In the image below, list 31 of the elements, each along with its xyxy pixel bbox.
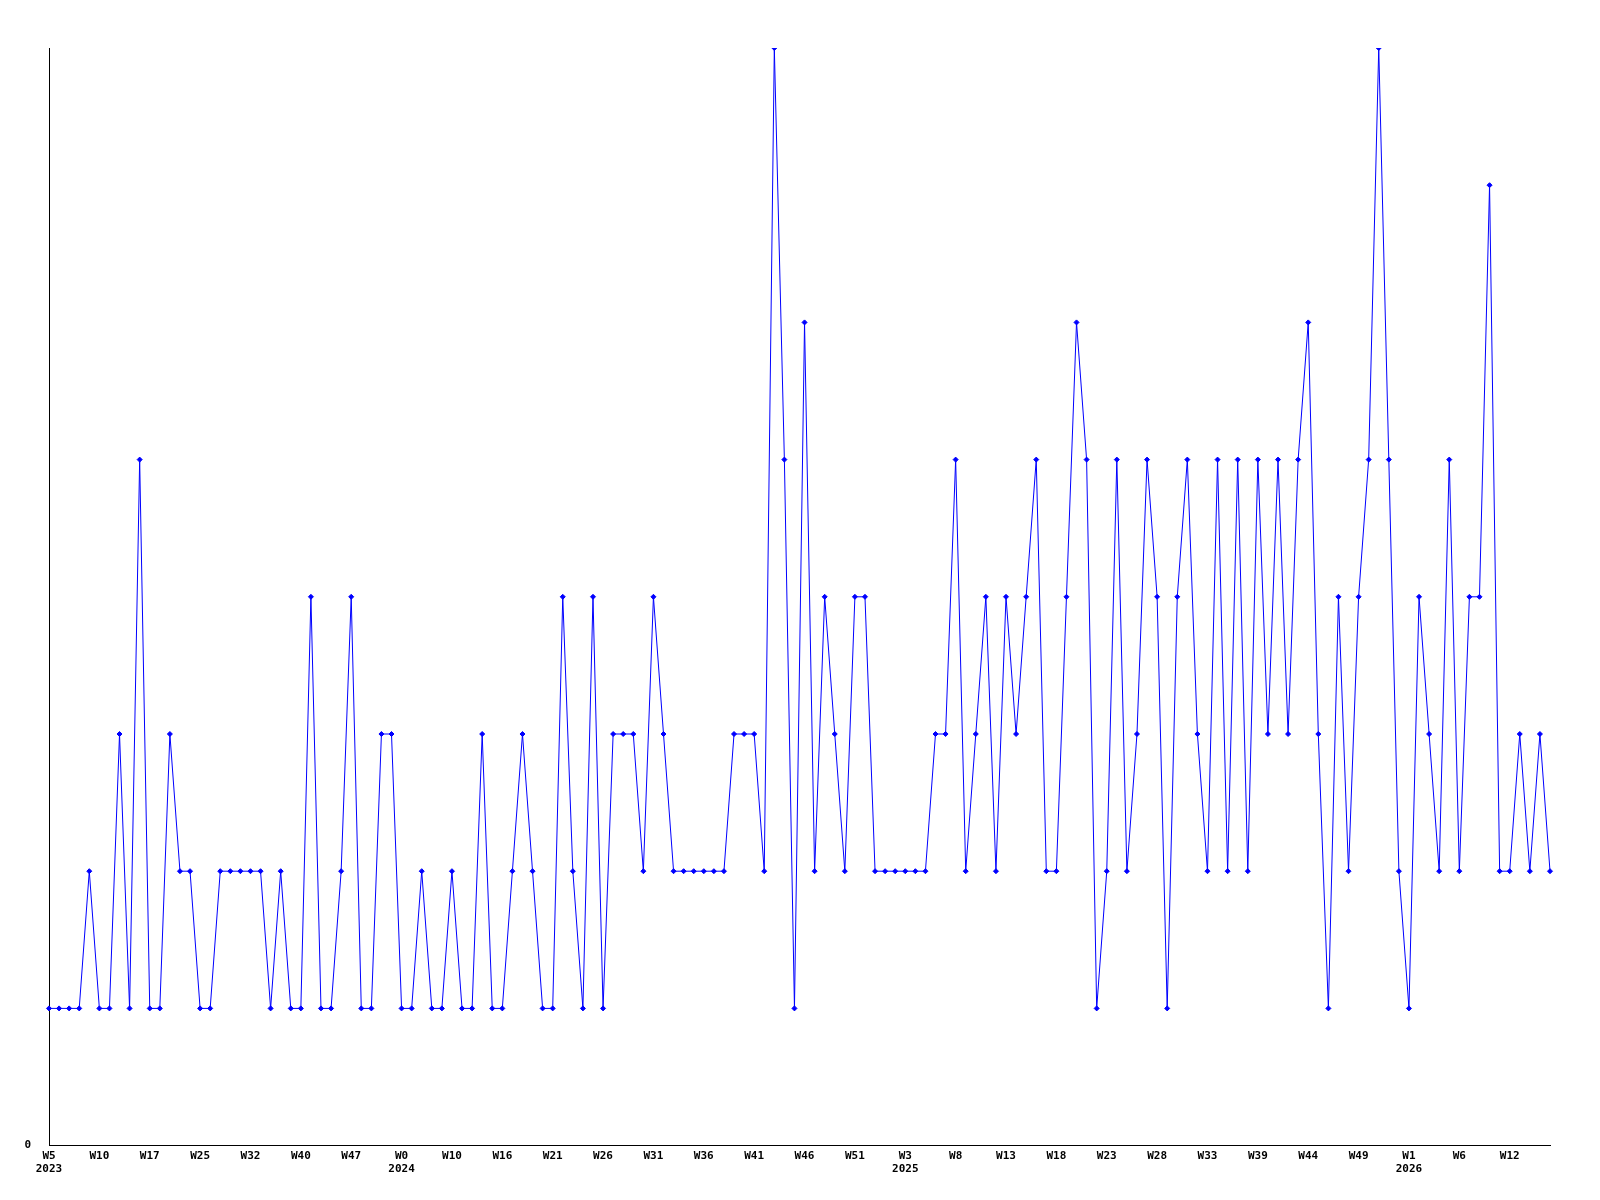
x-tick-label: W6	[1452, 1149, 1467, 1163]
x-tick-label: W10	[442, 1149, 462, 1163]
x-tick-label: W28	[1147, 1149, 1168, 1163]
x-tick-label: W31	[643, 1149, 664, 1163]
x-tick-label: W32	[240, 1149, 261, 1163]
x-tick-label: W13	[996, 1149, 1016, 1163]
x-tick-label: W36	[693, 1149, 715, 1163]
x-tick-label: W46	[794, 1149, 815, 1163]
x-tick-label: W25	[190, 1149, 211, 1163]
x-tick-label: W40	[290, 1149, 311, 1163]
text: 0	[24, 1138, 31, 1152]
x-tick-label: W3 2025	[892, 1149, 919, 1176]
x-tick-label: W5 2023	[35, 1149, 63, 1176]
x-tick-label: W1 2026	[1395, 1149, 1423, 1176]
x-tick-label: W21	[542, 1149, 563, 1163]
x-tick-label: W33	[1197, 1149, 1218, 1163]
x-tick-label: W12	[1499, 1149, 1520, 1163]
x-tick-label: W49	[1348, 1149, 1369, 1163]
x-tick-label: W10	[89, 1149, 110, 1163]
x-tick-label: W39	[1247, 1149, 1268, 1163]
x-tick-label: W47	[341, 1149, 362, 1163]
x-tick-label: W0 2024	[388, 1149, 416, 1176]
x-tick-label: W17	[139, 1149, 160, 1163]
x-tick-label: W44	[1298, 1149, 1319, 1163]
x-tick-label: W51	[844, 1149, 866, 1163]
x-tick-label: W8	[949, 1149, 963, 1163]
x-tick-label: W23	[1096, 1149, 1117, 1163]
x-tick-label: W18	[1046, 1149, 1067, 1163]
x-tick-label: W41	[744, 1149, 765, 1163]
x-tick-label: W26	[593, 1149, 614, 1163]
x-tick-label: W16	[492, 1149, 513, 1163]
